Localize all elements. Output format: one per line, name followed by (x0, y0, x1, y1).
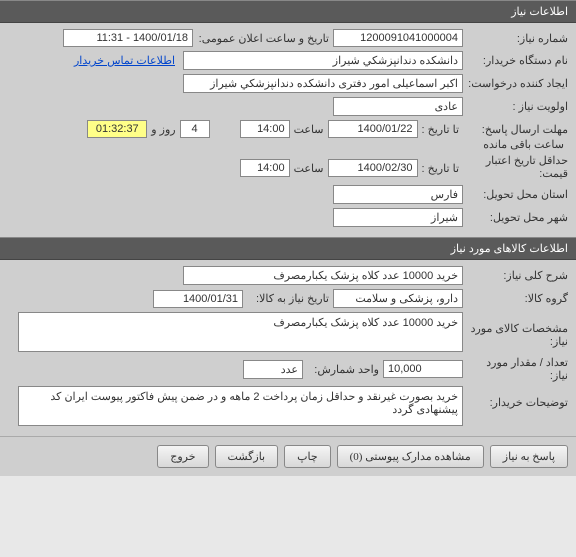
buyer-org-label: نام دستگاه خریدار: (463, 54, 568, 67)
validity-time-field: 14:00 (240, 159, 290, 177)
notes-label: توضیحات خریدار: (463, 386, 568, 409)
buyer-org-field: دانشکده دندانپزشكي شیراز (183, 51, 463, 70)
respond-button[interactable]: پاسخ به نیاز (490, 445, 568, 468)
city-field: شیراز (333, 208, 463, 227)
remaining-time-field: 01:32:37 (87, 120, 147, 138)
priority-field: عادی (333, 97, 463, 116)
deadline-label: مهلت ارسال پاسخ: (463, 123, 568, 136)
to-date-label: تا تاریخ : (418, 123, 463, 136)
to-date-label-2: تا تاریخ : (418, 162, 463, 175)
days-label: روز و (147, 123, 179, 136)
group-field: دارو، پزشکی و سلامت (333, 289, 463, 308)
announce-field: 1400/01/18 - 11:31 (63, 29, 193, 47)
group-label: گروه کالا: (463, 292, 568, 305)
notes-field: خرید بصورت غیرنقد و حداقل زمان پرداخت 2 … (18, 386, 463, 426)
need-number-label: شماره نیاز: (463, 32, 568, 45)
days-field: 4 (180, 120, 210, 138)
deadline-date-field: 1400/01/22 (328, 120, 418, 138)
validity-date-field: 1400/02/30 (328, 159, 418, 177)
desc-field: خرید 10000 عدد کلاه پزشک یکبارمصرف (183, 266, 463, 285)
print-button[interactable]: چاپ (284, 445, 331, 468)
deadline-time-field: 14:00 (240, 120, 290, 138)
province-field: فارس (333, 185, 463, 204)
spec-label: مشخصات کالای مورد نیاز: (463, 312, 568, 348)
section1-header: اطلاعات نیاز (0, 0, 576, 23)
time-label-2: ساعت (290, 162, 328, 175)
section2-content: شرح کلی نیاز: خرید 10000 عدد کلاه پزشک ی… (0, 260, 576, 436)
attachments-button[interactable]: مشاهده مدارک پیوستی (0) (337, 445, 484, 468)
qty-field: 10,000 (383, 360, 463, 378)
desc-label: شرح کلی نیاز: (463, 269, 568, 282)
unit-field: عدد (243, 360, 303, 379)
button-bar: پاسخ به نیاز مشاهده مدارک پیوستی (0) چاپ… (0, 436, 576, 476)
need-number-field: 1200091041000004 (333, 29, 463, 47)
province-label: استان محل تحویل: (463, 188, 568, 201)
need-by-label: تاریخ نیاز به کالا: (243, 292, 333, 305)
city-label: شهر محل تحویل: (463, 211, 568, 224)
need-by-field: 1400/01/31 (153, 290, 243, 308)
section1-content: شماره نیاز: 1200091041000004 تاریخ و ساع… (0, 23, 576, 237)
section2-header: اطلاعات کالاهای مورد نیاز (0, 237, 576, 260)
validity-label: حداقل تاریخ اعتبار قیمت: (463, 155, 568, 181)
spec-field: خرید 10000 عدد کلاه پزشک یکبارمصرف (18, 312, 463, 352)
priority-label: اولویت نیاز : (463, 100, 568, 113)
contact-link[interactable]: اطلاعات تماس خریدار (74, 54, 175, 67)
back-button[interactable]: بازگشت (215, 445, 279, 468)
time-label-1: ساعت (290, 123, 328, 136)
requester-field: اکبر اسماعیلی امور دفتری دانشکده دندانپز… (183, 74, 463, 93)
unit-label: واحد شمارش: (303, 363, 383, 376)
announce-label: تاریخ و ساعت اعلان عمومی: (193, 32, 333, 45)
requester-label: ایجاد کننده درخواست: (463, 77, 568, 90)
qty-label: تعداد / مقدار مورد نیاز: (463, 356, 568, 382)
remaining-label: ساعت باقی مانده (479, 138, 568, 151)
exit-button[interactable]: خروج (157, 445, 208, 468)
